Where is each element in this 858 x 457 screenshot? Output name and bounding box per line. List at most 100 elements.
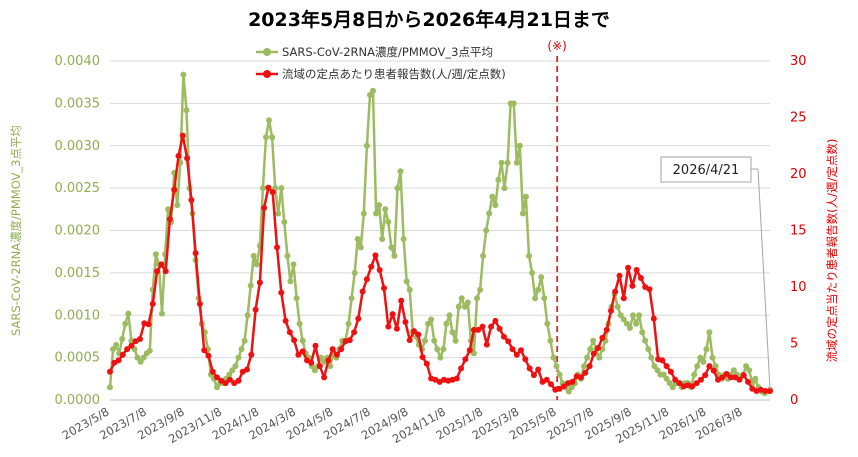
data-point-patients bbox=[693, 380, 700, 387]
data-point-rna bbox=[694, 363, 701, 370]
data-point-patients bbox=[214, 374, 220, 381]
data-point-patients bbox=[179, 132, 186, 139]
data-point-patients bbox=[196, 300, 203, 307]
data-point-rna bbox=[538, 274, 545, 281]
data-point-rna bbox=[492, 202, 499, 209]
data-point-patients bbox=[599, 334, 606, 341]
data-point-rna bbox=[382, 206, 389, 213]
data-point-patients bbox=[192, 250, 199, 257]
data-point-patients bbox=[154, 268, 161, 275]
data-point-rna bbox=[489, 193, 496, 200]
data-point-rna bbox=[284, 252, 291, 259]
data-point-rna bbox=[455, 303, 462, 310]
data-point-rna bbox=[712, 363, 719, 370]
data-point-patients bbox=[612, 288, 619, 295]
data-point-patients bbox=[398, 297, 405, 304]
data-point-rna bbox=[385, 219, 392, 225]
data-point-patients bbox=[351, 329, 358, 336]
data-point-rna bbox=[495, 176, 502, 183]
data-point-patients bbox=[608, 307, 614, 314]
data-point-rna bbox=[513, 159, 520, 166]
data-point-patients bbox=[629, 282, 636, 289]
data-point-rna bbox=[642, 337, 649, 344]
data-point-patients bbox=[745, 378, 751, 385]
data-point-rna bbox=[544, 320, 551, 327]
data-point-rna bbox=[553, 363, 560, 370]
data-point-patients bbox=[316, 363, 323, 370]
data-point-rna bbox=[581, 363, 588, 370]
data-point-patients bbox=[265, 184, 272, 191]
data-point-patients bbox=[261, 204, 268, 211]
data-point-patients bbox=[128, 342, 135, 349]
data-point-patients bbox=[513, 351, 520, 358]
data-point-rna bbox=[406, 286, 413, 293]
data-point-rna bbox=[134, 354, 141, 361]
data-point-patients bbox=[295, 351, 302, 358]
data-point-patients bbox=[672, 376, 679, 383]
data-point-rna bbox=[373, 210, 380, 217]
data-point-rna bbox=[663, 375, 670, 382]
callout-box bbox=[660, 156, 752, 183]
left-tick-label: 0.0035 bbox=[55, 96, 101, 111]
data-point-rna bbox=[501, 185, 508, 192]
data-point-rna bbox=[229, 367, 236, 374]
data-point-rna bbox=[639, 329, 646, 336]
data-point-patients bbox=[659, 357, 666, 364]
data-point-patients bbox=[107, 368, 113, 375]
data-point-rna bbox=[296, 320, 303, 327]
data-point-rna bbox=[498, 159, 505, 166]
data-point-patients bbox=[291, 337, 298, 344]
right-tick-label: 25 bbox=[790, 111, 807, 126]
legend-label-rna: SARS-CoV-2RNA濃度/PMMOV_3点平均 bbox=[282, 45, 493, 59]
data-point-patients bbox=[702, 372, 709, 379]
data-point-rna bbox=[357, 244, 364, 251]
data-point-rna bbox=[636, 312, 643, 319]
data-point-patients bbox=[381, 285, 387, 292]
data-point-patients bbox=[509, 346, 516, 353]
callout-label: 2026/4/21 bbox=[673, 163, 740, 178]
data-point-rna bbox=[354, 236, 361, 242]
left-tick-label: 0.0025 bbox=[55, 181, 101, 196]
data-point-rna bbox=[623, 320, 630, 327]
data-point-patients bbox=[650, 315, 657, 322]
data-point-rna bbox=[263, 134, 269, 141]
data-point-patients bbox=[475, 326, 482, 333]
data-point-patients bbox=[372, 252, 379, 259]
data-point-patients bbox=[137, 336, 143, 342]
data-point-patients bbox=[286, 329, 293, 336]
data-point-rna bbox=[541, 295, 548, 302]
data-point-patients bbox=[530, 372, 537, 379]
data-point-patients bbox=[252, 306, 259, 313]
data-point-patients bbox=[543, 376, 550, 383]
data-point-rna bbox=[529, 269, 536, 276]
data-point-rna bbox=[449, 329, 456, 336]
data-point-patients bbox=[355, 315, 362, 322]
data-point-patients bbox=[676, 380, 683, 387]
data-point-rna bbox=[183, 107, 190, 114]
data-point-patients bbox=[226, 376, 233, 383]
data-point-rna bbox=[565, 388, 572, 395]
data-point-rna bbox=[348, 295, 355, 302]
data-point-rna bbox=[275, 210, 282, 217]
data-point-rna bbox=[400, 236, 407, 242]
data-point-rna bbox=[526, 252, 532, 259]
data-point-rna bbox=[376, 202, 383, 209]
data-point-patients bbox=[767, 388, 773, 394]
data-point-patients bbox=[667, 368, 674, 375]
data-point-patients bbox=[411, 328, 417, 335]
data-point-rna bbox=[651, 363, 658, 370]
data-point-rna bbox=[422, 337, 428, 344]
period-marker-label: (※) bbox=[547, 39, 566, 53]
data-point-rna bbox=[159, 310, 165, 317]
legend-marker-patients bbox=[263, 70, 271, 78]
data-point-rna bbox=[461, 303, 468, 310]
data-point-rna bbox=[654, 367, 661, 374]
series-group bbox=[107, 71, 773, 397]
data-point-rna bbox=[630, 312, 636, 319]
data-point-patients bbox=[663, 363, 670, 370]
data-point-rna bbox=[394, 185, 401, 192]
data-point-patients bbox=[274, 244, 280, 251]
data-point-patients bbox=[389, 311, 396, 318]
data-point-rna bbox=[648, 354, 655, 361]
data-point-patients bbox=[222, 380, 229, 387]
